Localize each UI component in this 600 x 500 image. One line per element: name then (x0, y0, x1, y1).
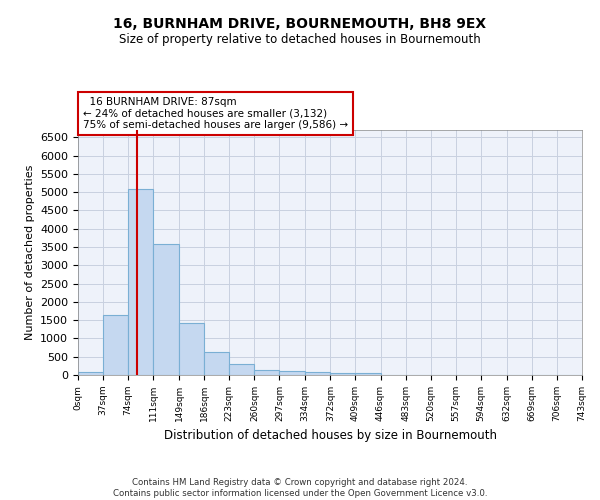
Bar (103, 316, 128, 375)
Text: 16, BURNHAM DRIVE, BOURNEMOUTH, BH8 9EX: 16, BURNHAM DRIVE, BOURNEMOUTH, BH8 9EX (113, 18, 487, 32)
Bar (305, 372, 331, 375)
Bar (204, 352, 229, 375)
Bar (280, 371, 305, 375)
Bar (254, 370, 280, 375)
Bar (355, 373, 380, 375)
Bar (331, 373, 355, 375)
Bar (229, 364, 254, 375)
Bar (78, 372, 103, 375)
Bar (179, 324, 204, 375)
Bar (128, 189, 153, 375)
Y-axis label: Number of detached properties: Number of detached properties (25, 165, 35, 340)
Text: 16 BURNHAM DRIVE: 87sqm
← 24% of detached houses are smaller (3,132)
75% of semi: 16 BURNHAM DRIVE: 87sqm ← 24% of detache… (83, 97, 348, 130)
Bar (153, 244, 179, 375)
X-axis label: Distribution of detached houses by size in Bournemouth: Distribution of detached houses by size … (163, 430, 497, 442)
Text: Size of property relative to detached houses in Bournemouth: Size of property relative to detached ho… (119, 32, 481, 46)
Text: Contains HM Land Registry data © Crown copyright and database right 2024.
Contai: Contains HM Land Registry data © Crown c… (113, 478, 487, 498)
